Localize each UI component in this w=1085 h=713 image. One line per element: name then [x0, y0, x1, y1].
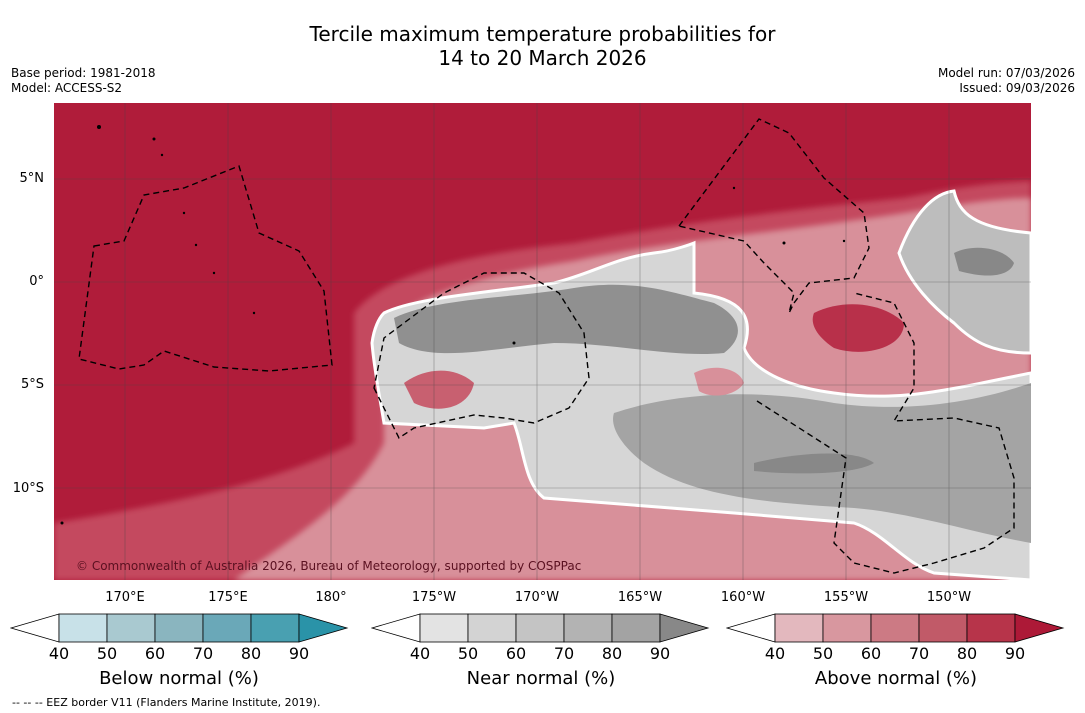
colorbar-label-below: Below normal (%): [99, 668, 259, 689]
colorbar-label-above: Above normal (%): [814, 668, 978, 689]
colorbar-label-near: Near normal (%): [466, 668, 616, 689]
eez-borders: [78, 118, 1015, 574]
chart-title-line2: 14 to 20 March 2026: [438, 46, 647, 70]
colorbar-tick: 60: [860, 644, 882, 663]
colorbar-segment: [515, 613, 565, 643]
colorbar-segment: [202, 613, 252, 643]
colorbar-extend-low: [10, 613, 60, 643]
lat-label-5n: 5°N: [19, 171, 45, 186]
lon-label: 165°W: [617, 590, 663, 605]
colorbar-extend-high: [298, 613, 349, 643]
colorbar-tick: 40: [764, 644, 786, 663]
eez-border-french-polynesia: [756, 292, 1015, 574]
colorbar-tick: 50: [812, 644, 834, 663]
colorbar-tick: 90: [649, 644, 671, 663]
lat-label-0: 0°: [29, 274, 44, 289]
colorbar-tick: 50: [457, 644, 479, 663]
colorbar-segment: [870, 613, 920, 643]
colorbar-above-normal: [726, 613, 1065, 643]
colorbar-ticks-below: 40 50 60 70 80 90: [10, 644, 350, 664]
model-name: Model: ACCESS-S2: [11, 81, 123, 95]
lon-label: 175°E: [208, 590, 248, 605]
colorbar-segment: [467, 613, 517, 643]
colorbar-extend-low: [726, 613, 776, 643]
base-period: Base period: 1981-2018: [11, 66, 156, 80]
colorbar-segment: [966, 613, 1016, 643]
colorbar-segment: [563, 613, 613, 643]
colorbar-tick: 70: [553, 644, 575, 663]
colorbar-ticks-near: 40 50 60 70 80 90: [371, 644, 711, 664]
near-normal-core-west: [394, 284, 738, 355]
above-normal-pocket-1: [404, 370, 474, 409]
eez-border-kiribati-phoenix: [373, 272, 590, 440]
colorbar-extend-high: [1014, 613, 1065, 643]
lon-label: 170°E: [105, 590, 145, 605]
colorbar-tick: 70: [192, 644, 214, 663]
colorbar-extend-low: [371, 613, 421, 643]
colorbar-segment: [154, 613, 204, 643]
colorbar-tick: 40: [48, 644, 70, 663]
colorbar-tick: 60: [505, 644, 527, 663]
colorbar-tick: 80: [240, 644, 262, 663]
model-run: Model run: 07/03/2026: [937, 66, 1075, 80]
lat-label-10s: 10°S: [12, 481, 44, 496]
colorbar-tick: 90: [1004, 644, 1026, 663]
colorbar-segment: [918, 613, 968, 643]
lon-label: 155°W: [823, 590, 869, 605]
eez-border-kiribati-line: [677, 118, 870, 314]
lon-label: 170°W: [514, 590, 560, 605]
colorbar-below-normal: [10, 613, 349, 643]
colorbar-near-normal: [371, 613, 710, 643]
colorbar-ticks-above: 40 50 60 70 80 90: [726, 644, 1066, 664]
colorbar-segment: [419, 613, 469, 643]
colorbar-extend-high: [659, 613, 710, 643]
near-normal-darkest-mid: [754, 453, 874, 474]
colorbar-tick: 70: [908, 644, 930, 663]
probability-map: [54, 103, 1031, 580]
colorbar-tick: 80: [956, 644, 978, 663]
island-markers: [60, 125, 846, 525]
lon-label: 175°W: [411, 590, 457, 605]
lat-label-5s: 5°S: [20, 377, 44, 392]
eez-border-kiribati-gilbert: [78, 165, 333, 372]
colorbar-segment: [106, 613, 156, 643]
near-normal-darkest-east: [954, 247, 1014, 276]
eez-footnote: -- -- -- EEZ border V11 (Flanders Marine…: [12, 696, 321, 709]
colorbar-segment: [822, 613, 872, 643]
copyright-notice: © Commonwealth of Australia 2026, Bureau…: [76, 559, 582, 573]
issued-date: Issued: 09/03/2026: [959, 81, 1075, 95]
above-normal-pocket-2: [812, 304, 904, 352]
colorbar-segment: [774, 613, 824, 643]
graticule: [54, 103, 1031, 580]
colorbar-segment: [58, 613, 108, 643]
colorbar-segment: [611, 613, 661, 643]
colorbar-tick: 80: [601, 644, 623, 663]
colorbar-tick: 90: [288, 644, 310, 663]
chart-title-line1: Tercile maximum temperature probabilitie…: [309, 22, 776, 46]
above-normal-pocket-3: [694, 367, 744, 396]
lon-label: 150°W: [926, 590, 972, 605]
lon-label: 180°: [315, 590, 347, 605]
lon-label: 160°W: [720, 590, 766, 605]
colorbar-tick: 60: [144, 644, 166, 663]
colorbar-segment: [250, 613, 300, 643]
colorbar-tick: 40: [409, 644, 431, 663]
colorbar-tick: 50: [96, 644, 118, 663]
